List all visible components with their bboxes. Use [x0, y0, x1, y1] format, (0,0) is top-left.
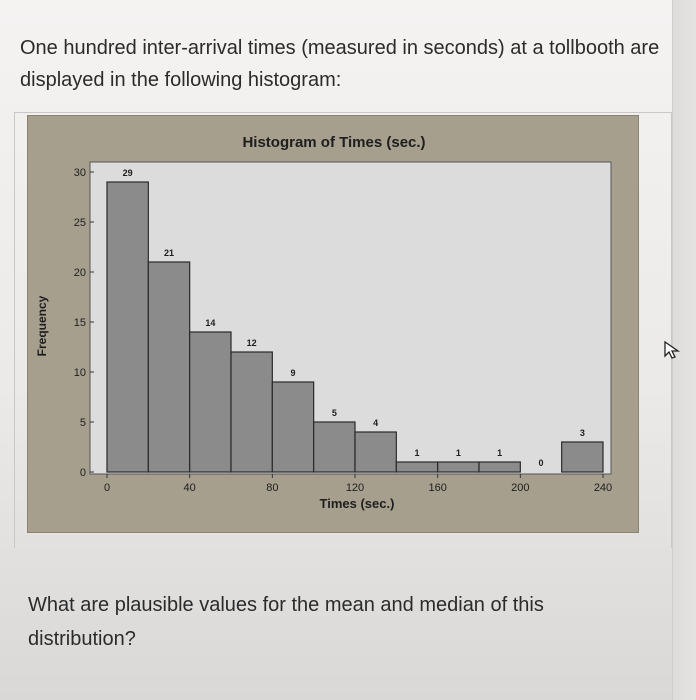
x-tick-label: 40 — [184, 482, 196, 494]
bar-data-label: 5 — [332, 408, 337, 418]
question-card — [14, 112, 672, 548]
histogram-bar — [395, 461, 439, 473]
histogram-bar — [230, 351, 273, 473]
x-tick-label: 240 — [594, 482, 612, 494]
x-axis-label: Times (sec.) — [320, 496, 395, 511]
bar-data-label: 1 — [497, 448, 502, 458]
y-axis-label: Frequency — [35, 295, 49, 356]
bar-data-label: 3 — [580, 428, 585, 438]
y-tick-label: 0 — [80, 467, 86, 479]
bar-data-label: 0 — [538, 458, 543, 468]
x-tick-label: 160 — [428, 482, 446, 494]
histogram-bar — [106, 181, 149, 473]
y-tick-label: 15 — [74, 317, 86, 329]
y-tick-label: 20 — [74, 267, 86, 279]
histogram-bar — [354, 431, 397, 473]
y-tick-label: 25 — [74, 217, 86, 229]
bar-data-label: 21 — [164, 248, 174, 258]
mouse-pointer-icon — [664, 340, 681, 359]
histogram-bar — [271, 381, 315, 473]
bar-data-label: 9 — [290, 368, 295, 378]
histogram-figure: Histogram of Times (sec.) Times (sec.) F… — [27, 115, 639, 533]
question-prompt: What are plausible values for the mean a… — [28, 594, 544, 650]
x-tick-label: 120 — [346, 482, 364, 494]
histogram-bar — [478, 461, 521, 473]
chart-title: Histogram of Times (sec.) — [242, 134, 426, 151]
y-tick-label: 10 — [74, 367, 86, 379]
histogram-bar — [561, 441, 604, 473]
histogram-bar — [313, 421, 356, 473]
x-tick-label: 200 — [511, 482, 529, 494]
y-tick-label: 5 — [80, 417, 86, 429]
bar-data-label: 29 — [123, 168, 133, 178]
bar-data-label: 1 — [456, 448, 461, 458]
bar-data-label: 12 — [247, 338, 257, 348]
bar-data-label: 4 — [373, 418, 378, 428]
y-tick-label: 30 — [74, 167, 86, 179]
bar-data-label: 14 — [205, 318, 215, 328]
histogram-bar — [437, 461, 480, 473]
histogram-bar — [147, 261, 191, 473]
bar-data-label: 1 — [414, 448, 419, 458]
x-tick-label: 0 — [104, 482, 110, 494]
question-intro: One hundred inter-arrival times (measure… — [20, 37, 660, 91]
x-tick-label: 80 — [266, 482, 278, 494]
histogram-bar — [189, 331, 232, 473]
